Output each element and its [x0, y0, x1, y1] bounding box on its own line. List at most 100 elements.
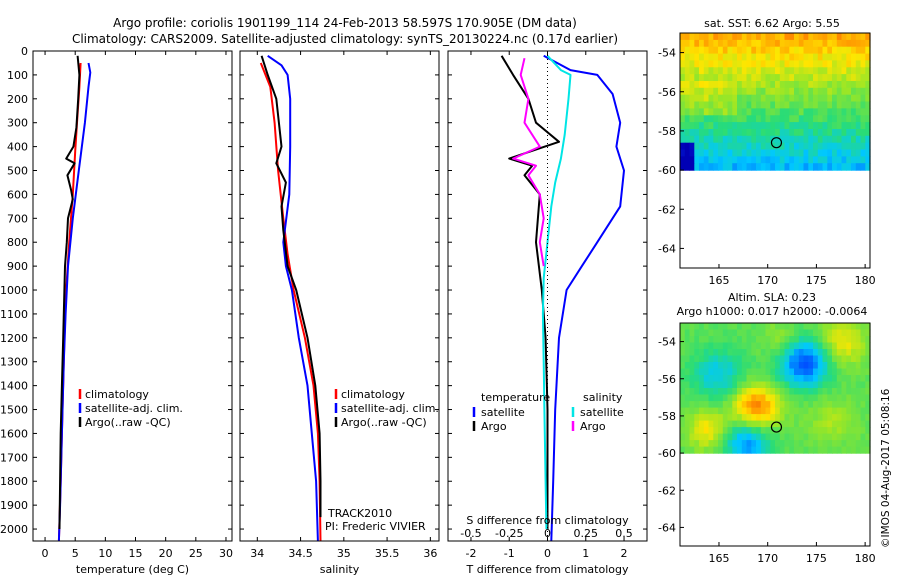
map-cell — [708, 94, 714, 103]
map-cell — [727, 336, 733, 344]
map-cell — [737, 156, 743, 164]
map-cell — [789, 60, 795, 68]
map-cell — [722, 362, 729, 370]
map-cell — [855, 142, 862, 151]
map-cell — [784, 87, 790, 96]
map-cell — [746, 67, 752, 75]
map-cell — [760, 355, 767, 363]
map-cell — [865, 440, 871, 448]
map-cell — [822, 342, 828, 350]
map-cell — [732, 329, 738, 337]
y-tick-label-12: 1200 — [0, 332, 28, 345]
map-cell — [789, 129, 795, 137]
map-cell — [718, 101, 724, 109]
map-cell — [718, 163, 724, 171]
map-cell — [798, 163, 805, 171]
map-cell — [775, 163, 781, 171]
y-tick-label-17: 1700 — [0, 451, 28, 464]
map-cell — [708, 39, 714, 48]
map-cell — [855, 101, 862, 109]
map-cell — [775, 375, 781, 383]
map-cell — [808, 87, 814, 96]
map-cell — [694, 81, 700, 89]
map-cell — [789, 108, 795, 116]
map-cell — [699, 349, 705, 357]
map-cell — [684, 149, 691, 157]
map-cell — [865, 60, 871, 68]
map-cell — [779, 81, 786, 89]
map-cell — [708, 446, 714, 454]
map-cell — [689, 135, 695, 144]
map-cell — [737, 401, 743, 409]
map-cell — [703, 46, 710, 55]
map-cell — [765, 323, 771, 331]
map-cell — [718, 323, 724, 331]
map-cell — [694, 323, 700, 331]
map-cell — [798, 33, 805, 41]
map-cell — [865, 388, 871, 396]
map-cell — [722, 433, 729, 441]
map-cell — [775, 414, 781, 422]
x-tick-label-sal-0: 34 — [250, 547, 264, 560]
map-cell — [765, 46, 771, 55]
map-cell — [741, 149, 748, 157]
map-cell — [703, 394, 710, 402]
map-cell — [756, 355, 762, 363]
map-cell — [817, 414, 824, 422]
map-cell — [803, 115, 809, 123]
map-cell — [737, 440, 743, 448]
map-cell — [718, 355, 724, 363]
map-cell — [860, 142, 866, 151]
map-cell — [718, 142, 724, 151]
map-cell — [732, 122, 738, 130]
map-cell — [727, 67, 733, 75]
map-cell — [741, 427, 748, 435]
map-cell — [832, 407, 838, 415]
map-cell — [760, 342, 767, 350]
map-cell — [860, 394, 866, 402]
map-cell — [722, 401, 729, 409]
map-cell — [841, 53, 847, 62]
map-cell — [680, 81, 686, 89]
map-cell — [779, 407, 786, 415]
map-cell — [722, 115, 729, 123]
map-cell — [680, 355, 686, 363]
map-cell — [822, 440, 828, 448]
map-cell — [684, 401, 691, 409]
map-cell — [694, 60, 700, 68]
map-cell — [732, 39, 738, 48]
map-cell — [751, 149, 757, 157]
map-cell — [832, 433, 838, 441]
map-cell — [760, 149, 767, 157]
map-cell — [722, 323, 729, 331]
map-cell — [775, 420, 781, 428]
map-cell — [727, 135, 733, 144]
map-cell — [836, 388, 843, 396]
map-cell — [813, 142, 819, 151]
map-cell — [689, 156, 695, 164]
map-cell — [713, 53, 719, 62]
map-cell — [798, 149, 805, 157]
map-cell — [808, 355, 814, 363]
map-cell — [699, 94, 705, 103]
map-cell — [722, 74, 729, 82]
map-cell — [841, 355, 847, 363]
map-y-tick-label-0-2: -58 — [658, 125, 676, 138]
map-cell — [832, 368, 838, 376]
map-cell — [794, 368, 800, 376]
map-cell — [718, 401, 724, 409]
map-cell — [789, 33, 795, 41]
map-cell — [841, 115, 847, 123]
map-cell — [694, 33, 700, 41]
map-cell — [851, 33, 857, 41]
map-cell — [722, 33, 729, 41]
map-cell — [770, 33, 776, 41]
map-cell — [851, 163, 857, 171]
map-cell — [718, 388, 724, 396]
map-cell — [708, 336, 714, 344]
map-cell — [746, 74, 752, 82]
map-cell — [703, 33, 710, 41]
map-cell — [680, 388, 686, 396]
map-cell — [798, 323, 805, 331]
map-cell — [699, 368, 705, 376]
